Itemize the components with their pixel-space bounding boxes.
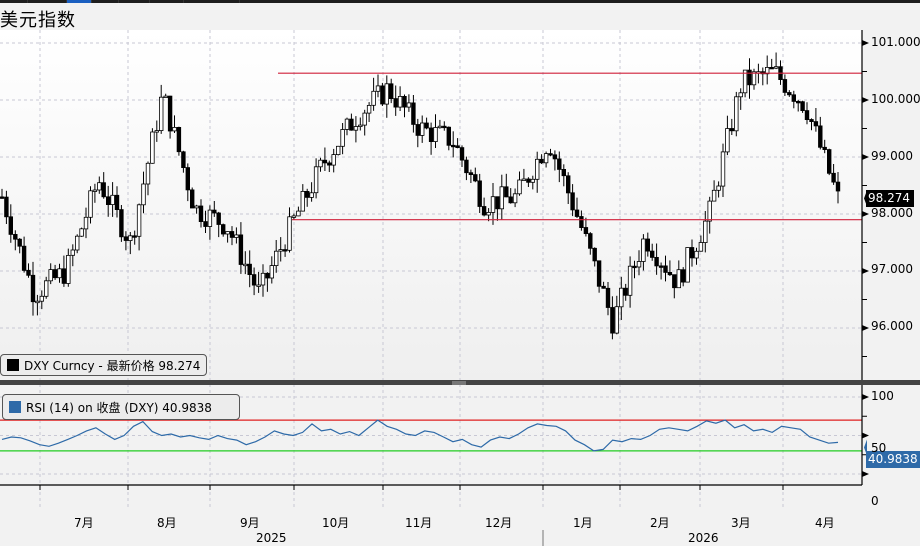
y-tick-label: 100.000 — [871, 92, 920, 106]
chart-title: 美元指数 — [0, 10, 76, 31]
tab-3-active[interactable] — [67, 0, 92, 3]
tab-6[interactable] — [150, 0, 184, 3]
x-tick-label: 12月 — [485, 516, 513, 530]
window-tab-bar — [0, 0, 920, 3]
legend-swatch — [9, 401, 21, 413]
y-tick-label: 99.000 — [871, 149, 913, 163]
x-tick-label: 1月 — [573, 516, 593, 530]
y-tick-label: 101.000 — [871, 35, 920, 49]
x-tick-label: 3月 — [731, 516, 751, 530]
x-tick-label: 10月 — [322, 516, 350, 530]
legend-swatch — [7, 359, 19, 371]
tab-4[interactable] — [92, 0, 119, 3]
rsi-legend-label: RSI (14) on 收盘 (DXY) 40.9838 — [26, 400, 212, 415]
rsi-last-value-tag: 40.9838 — [866, 451, 920, 468]
x-tick-label: 4月 — [815, 516, 835, 530]
tab-2[interactable] — [28, 0, 67, 3]
x-tick-label: 11月 — [405, 516, 433, 530]
rsi-legend[interactable]: RSI (14) on 收盘 (DXY) 40.9838 — [2, 394, 240, 420]
tab-1[interactable] — [0, 0, 28, 3]
x-tick-label: 2月 — [650, 516, 670, 530]
price-legend-label: DXY Curncy - 最新价格 98.274 — [24, 358, 201, 373]
x-year-label: 2026 — [688, 531, 719, 545]
last-price-tag: 98.274 — [866, 190, 914, 207]
x-tick-label: 7月 — [74, 516, 94, 530]
y-tick-label: 98.000 — [871, 206, 913, 220]
y-tick-label: 0 — [871, 494, 879, 508]
tab-7[interactable] — [184, 0, 240, 3]
y-tick-label: 50 — [871, 441, 887, 455]
x-tick-label: 8月 — [157, 516, 177, 530]
tab-5[interactable] — [119, 0, 150, 3]
x-tick-label: 9月 — [240, 516, 260, 530]
y-tick-label: 96.000 — [871, 319, 913, 333]
x-year-label: 2025 — [256, 531, 287, 545]
price-legend[interactable]: DXY Curncy - 最新价格 98.274 — [0, 354, 208, 376]
y-tick-label: 100 — [871, 389, 894, 403]
y-tick-label: 97.000 — [871, 262, 913, 276]
